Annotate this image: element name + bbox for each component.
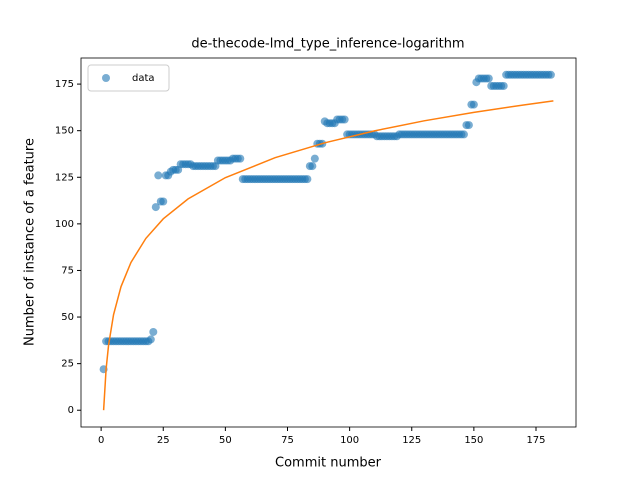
data-point bbox=[459, 130, 468, 139]
data-point bbox=[310, 154, 319, 163]
legend-label: data bbox=[132, 73, 155, 84]
y-tick-label: 150 bbox=[55, 126, 74, 137]
data-point bbox=[236, 154, 245, 163]
data-point bbox=[154, 171, 163, 180]
x-tick-label: 100 bbox=[340, 435, 359, 446]
x-tick-label: 175 bbox=[526, 435, 545, 446]
data-point bbox=[484, 74, 493, 83]
x-tick-label: 125 bbox=[402, 435, 421, 446]
y-axis-label: Number of instance of a feature bbox=[23, 138, 38, 346]
data-point bbox=[151, 203, 160, 212]
y-tick-label: 50 bbox=[61, 312, 74, 323]
data-point bbox=[303, 175, 312, 184]
data-point bbox=[159, 197, 168, 206]
data-point bbox=[546, 70, 555, 79]
legend-marker bbox=[102, 74, 110, 82]
y-tick-label: 125 bbox=[55, 172, 74, 183]
data-point bbox=[149, 327, 158, 336]
data-point bbox=[308, 162, 317, 171]
x-tick-label: 25 bbox=[157, 435, 170, 446]
data-point bbox=[464, 121, 473, 130]
x-tick-label: 75 bbox=[281, 435, 294, 446]
y-tick-label: 100 bbox=[55, 219, 74, 230]
y-tick-label: 175 bbox=[55, 79, 74, 90]
x-tick-label: 150 bbox=[464, 435, 483, 446]
data-point bbox=[340, 115, 349, 124]
data-point bbox=[499, 81, 508, 90]
x-tick-label: 50 bbox=[219, 435, 232, 446]
x-tick-label: 0 bbox=[98, 435, 104, 446]
y-tick-label: 25 bbox=[61, 359, 74, 370]
chart-title: de-thecode-lmd_type_inference-logarithm bbox=[191, 37, 464, 52]
data-point bbox=[146, 335, 155, 344]
data-point bbox=[469, 100, 478, 109]
fit-line bbox=[102, 100, 554, 411]
plot-frame bbox=[80, 57, 577, 428]
y-tick-label: 0 bbox=[68, 405, 74, 416]
y-tick-label: 75 bbox=[61, 265, 74, 276]
legend-box bbox=[87, 64, 170, 92]
x-axis-label: Commit number bbox=[275, 456, 382, 471]
